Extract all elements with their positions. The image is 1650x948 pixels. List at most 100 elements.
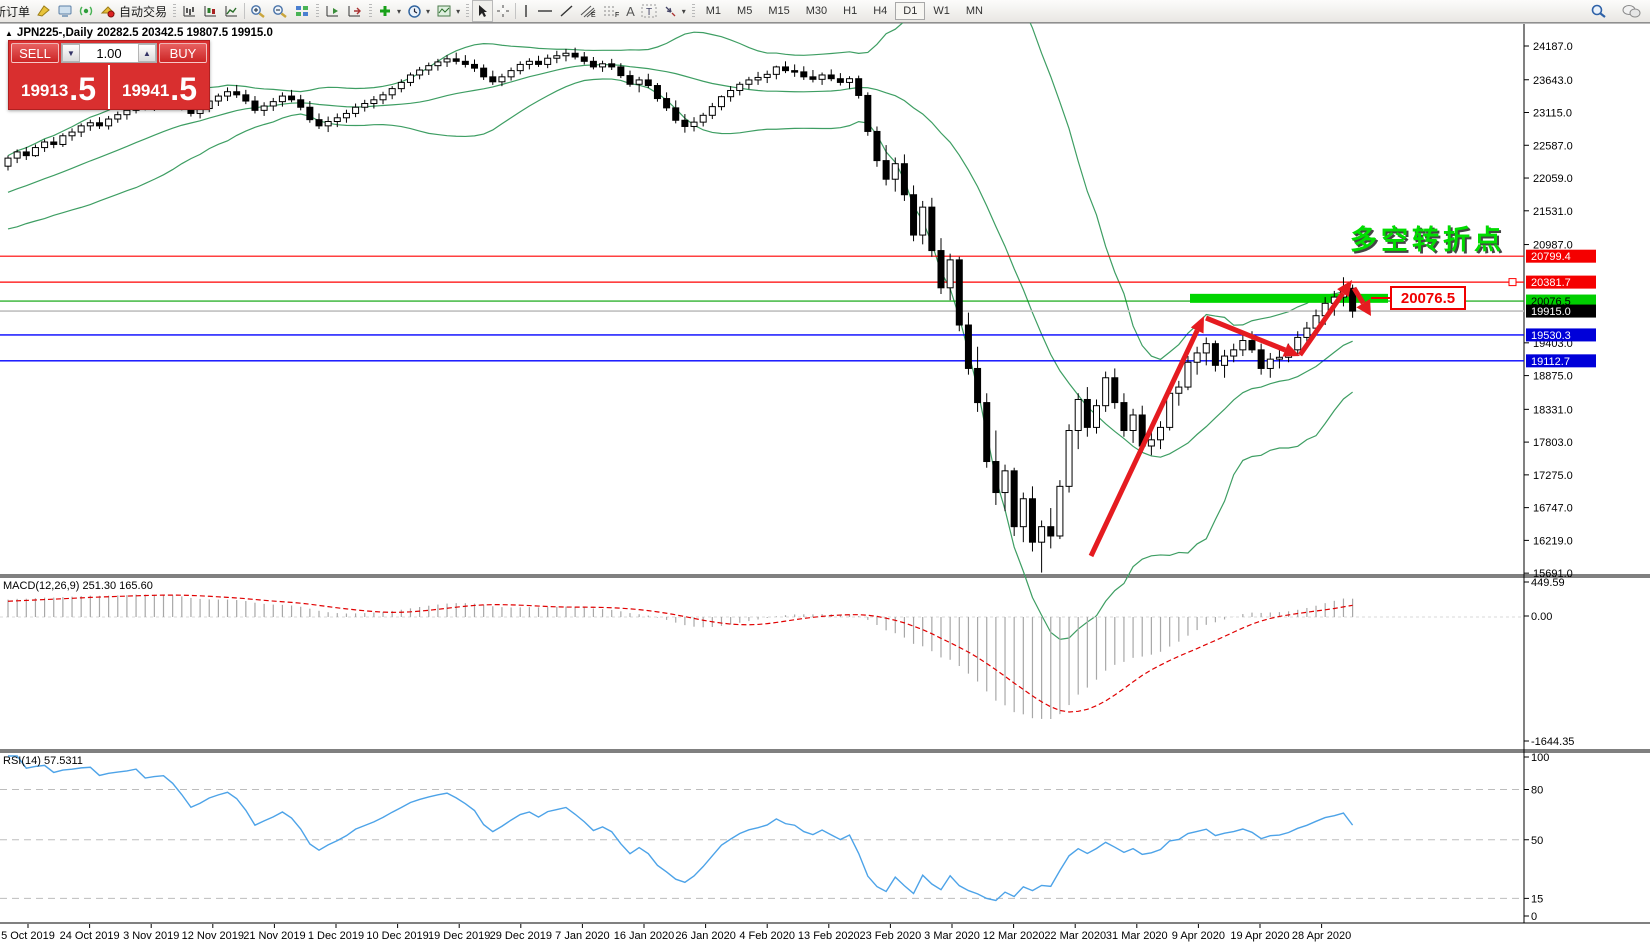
crosshair-icon[interactable] <box>493 1 513 21</box>
search-icon[interactable] <box>1587 1 1610 21</box>
one-click-trade-panel: SELL ▼ 1.00 ▲ BUY 19913 .5 19941 .5 <box>8 40 210 110</box>
macd-label: MACD(12,26,9) 251.30 165.60 <box>3 580 153 592</box>
svg-text:16747.0: 16747.0 <box>1533 503 1573 515</box>
sell-price[interactable]: 19913 .5 <box>9 65 110 109</box>
svg-text:4 Feb 2020: 4 Feb 2020 <box>739 930 795 942</box>
timeframe-h1[interactable]: H1 <box>843 5 858 17</box>
channel-tool-icon[interactable]: E <box>577 1 600 21</box>
svg-text:16219.0: 16219.0 <box>1533 535 1573 547</box>
trend-arrows[interactable] <box>1088 280 1371 558</box>
new-order-button[interactable]: 新订单 <box>0 1 33 21</box>
svg-text:21531.0: 21531.0 <box>1533 206 1573 218</box>
volume-value[interactable]: 1.00 <box>96 45 122 61</box>
timeframe-h4[interactable]: H4 <box>873 5 888 17</box>
period-clock-button[interactable]: ▾ <box>404 1 433 21</box>
svg-text:3 Mar 2020: 3 Mar 2020 <box>924 930 980 942</box>
timeframe-m1[interactable]: M1 <box>705 5 722 17</box>
line-chart-type-icon[interactable] <box>221 1 242 21</box>
chart-shift-icon[interactable] <box>344 1 366 21</box>
macd-signal-line <box>7 594 1353 713</box>
svg-text:12 Mar 2020: 12 Mar 2020 <box>983 930 1045 942</box>
svg-text:17275.0: 17275.0 <box>1533 470 1573 482</box>
zoom-in-icon[interactable] <box>247 1 269 21</box>
autotrade-label: 自动交易 <box>119 4 168 19</box>
toolbar-grip[interactable] <box>691 4 695 18</box>
svg-text:22 Mar 2020: 22 Mar 2020 <box>1044 930 1106 942</box>
bollinger-bands <box>7 0 1353 640</box>
buy-price[interactable]: 19941 .5 <box>122 71 197 107</box>
volume-increase-button[interactable]: ▲ <box>138 44 156 62</box>
chart-title: ▲ JPN225-,Daily 20282.5 20342.5 19807.5 … <box>5 27 273 39</box>
turning-point-annotation: 多空转折点 <box>1350 225 1505 255</box>
toolbar-grip[interactable] <box>369 4 373 18</box>
volume-decrease-button[interactable]: ▼ <box>62 44 80 62</box>
svg-text:5 Oct 2019: 5 Oct 2019 <box>1 930 55 942</box>
cursor-icon[interactable] <box>472 0 494 22</box>
svg-text:21 Nov 2019: 21 Nov 2019 <box>243 930 305 942</box>
svg-text:50: 50 <box>1531 835 1543 847</box>
svg-text:15691.0: 15691.0 <box>1533 568 1573 580</box>
text-tool-icon[interactable]: A <box>626 3 635 19</box>
timeframe-group: M1 M5 M15 M30 H1 H4 D1 W1 MN <box>698 0 991 22</box>
svg-text:449.59: 449.59 <box>1531 577 1565 589</box>
macd-histogram <box>7 594 1354 719</box>
price-tags: 20799.420381.720076.519915.019530.319112… <box>1526 249 1596 368</box>
arrows-tool-icon[interactable]: ▾ <box>660 1 689 21</box>
price-axis[interactable]: 24187.0 23643.0 23115.0 22587.0 22059.0 21531… <box>1524 41 1573 580</box>
chat-icon[interactable] <box>1618 1 1644 21</box>
svg-text:T: T <box>646 7 652 18</box>
symbol-period-label: JPN225-,Daily <box>16 27 93 39</box>
toolbar-grip[interactable] <box>316 4 320 18</box>
signal-icon[interactable] <box>76 1 97 21</box>
svg-text:20987.0: 20987.0 <box>1533 240 1573 252</box>
timeframe-d1[interactable]: D1 <box>895 2 926 20</box>
toolbar-grip[interactable] <box>173 4 177 18</box>
crayon-icon[interactable] <box>33 1 54 21</box>
add-indicator-button[interactable]: ▾ <box>375 1 404 21</box>
text-label-tool-icon[interactable]: T <box>638 1 660 21</box>
rsi-levels <box>0 789 1524 899</box>
sell-button[interactable]: SELL <box>11 43 59 63</box>
svg-text:29 Dec 2019: 29 Dec 2019 <box>490 930 552 942</box>
svg-text:13 Feb 2020: 13 Feb 2020 <box>798 930 860 942</box>
svg-text:F: F <box>615 12 619 18</box>
zoom-out-icon[interactable] <box>269 1 291 21</box>
terminal-icon[interactable] <box>54 1 76 21</box>
price-box-annotation[interactable]: 20076.5 <box>1371 286 1466 310</box>
svg-text:16 Jan 2020: 16 Jan 2020 <box>614 930 675 942</box>
toolbar-grip[interactable] <box>466 4 470 18</box>
support-zone-bar[interactable] <box>1190 293 1388 303</box>
timeframe-m15[interactable]: M15 <box>768 5 790 17</box>
svg-text:24 Oct 2019: 24 Oct 2019 <box>60 930 120 942</box>
trendline-tool-icon[interactable] <box>556 1 577 21</box>
timeframe-w1[interactable]: W1 <box>933 5 950 17</box>
svg-text:20076.5: 20076.5 <box>1401 290 1455 307</box>
vertical-line-tool-icon[interactable] <box>518 1 534 21</box>
rsi-label: RSI(14) 57.5311 <box>3 755 83 767</box>
svg-text:80: 80 <box>1531 785 1543 797</box>
autotrade-button[interactable]: 自动交易 <box>97 1 170 21</box>
svg-text:23643.0: 23643.0 <box>1533 75 1573 87</box>
volume-box: ▼ 1.00 ▲ <box>61 43 157 63</box>
date-axis[interactable]: 5 Oct 2019 24 Oct 2019 3 Nov 2019 12 Nov 20… <box>1 924 1351 942</box>
timeframe-mn[interactable]: MN <box>965 5 983 17</box>
tile-windows-icon[interactable] <box>291 1 313 21</box>
svg-text:23115.0: 23115.0 <box>1533 108 1572 120</box>
timeframe-m30[interactable]: M30 <box>805 5 828 17</box>
svg-text:23 Feb 2020: 23 Feb 2020 <box>860 930 922 942</box>
bar-chart-type-icon[interactable] <box>179 1 200 21</box>
horizontal-line-tool-icon[interactable] <box>534 1 556 21</box>
template-button[interactable]: ▾ <box>433 1 463 21</box>
top-toolbar: 新订单 自动交易 <box>0 0 1650 23</box>
svg-text:7 Jan 2020: 7 Jan 2020 <box>555 930 609 942</box>
auto-scroll-icon[interactable] <box>322 1 344 21</box>
svg-text:100: 100 <box>1531 752 1549 764</box>
timeframe-m5[interactable]: M5 <box>737 5 753 17</box>
fibonacci-tool-icon[interactable]: F <box>600 1 623 21</box>
candlestick-chart-type-icon[interactable] <box>200 1 221 21</box>
svg-text:22587.0: 22587.0 <box>1533 140 1573 152</box>
buy-button[interactable]: BUY <box>159 43 207 63</box>
svg-text:E: E <box>591 12 596 18</box>
svg-text:31 Mar 2020: 31 Mar 2020 <box>1106 930 1168 942</box>
